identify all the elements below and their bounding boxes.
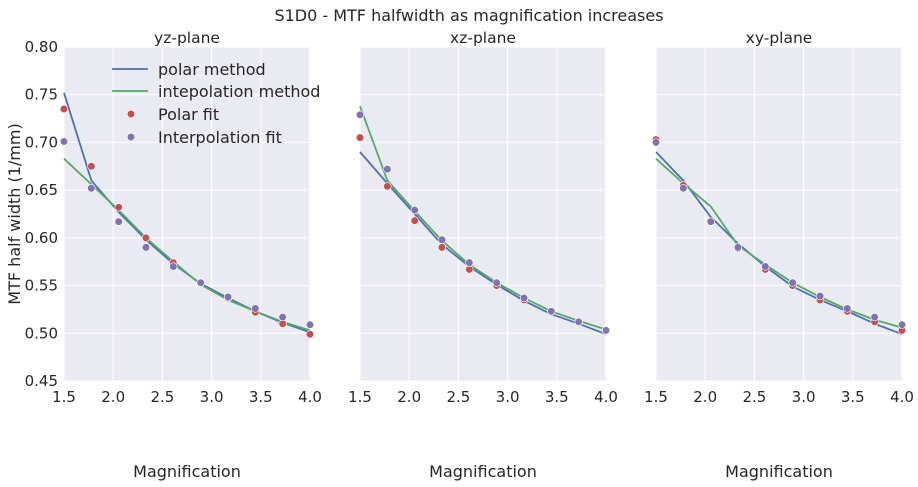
data-point-interpolation-fit xyxy=(788,278,797,287)
data-point-interpolation-fit xyxy=(843,304,852,313)
series-line-interpolation-method xyxy=(359,105,607,331)
series-line-interpolation-method xyxy=(655,158,903,329)
series-line-polar-method xyxy=(359,151,607,336)
data-point-interpolation-fit xyxy=(733,243,743,252)
series-line-interpolation-method xyxy=(63,158,311,332)
data-point-interpolation-fit xyxy=(223,292,233,302)
data-point-interpolation-fit xyxy=(574,317,583,326)
data-point-interpolation-fit xyxy=(492,278,501,287)
figure-title: S1D0 - MTF halfwidth as magnification in… xyxy=(274,6,663,25)
x-tick-label: 3.5 xyxy=(545,388,569,406)
data-point-interpolation-fit xyxy=(761,262,770,271)
panel-title: yz-plane xyxy=(154,29,220,47)
plot-area xyxy=(360,47,606,381)
data-point-polar-fit xyxy=(141,233,151,242)
y-tick-label: 0.50 xyxy=(25,324,58,342)
data-point-polar-fit xyxy=(87,162,96,171)
legend-label-interpolation-fit: Interpolation fit xyxy=(158,128,282,147)
data-point-interpolation-fit xyxy=(355,110,365,119)
data-point-interpolation-fit xyxy=(465,258,474,267)
chart-panel-1: 1.5 2.0 2.5 3.0 3.5 4.0 0.45 0.50 0.55 0.60 0.65 0.… xyxy=(5,29,322,481)
x-tick-label: 2.0 xyxy=(397,388,421,406)
y-tick-label: 0.65 xyxy=(25,181,58,199)
data-point-polar-fit xyxy=(305,330,315,339)
legend-label-polar-method: polar method xyxy=(158,60,266,79)
legend-swatch-interpolation-fit xyxy=(126,132,136,142)
x-tick-label: 3.0 xyxy=(200,388,224,406)
data-point-polar-fit xyxy=(410,216,419,225)
x-tick-label: 4.0 xyxy=(890,388,914,406)
data-point-interpolation-fit xyxy=(679,184,688,193)
data-point-interpolation-fit xyxy=(196,278,205,287)
x-tick-label: 2.5 xyxy=(446,388,470,406)
x-tick-label: 4.0 xyxy=(298,388,322,406)
legend: polar method intepolation method Polar fit… xyxy=(112,60,320,147)
y-axis-label: MTF half width (1/mm) xyxy=(5,123,24,304)
x-tick-label: 1.5 xyxy=(52,388,76,406)
x-axis-label: Magnification xyxy=(133,462,241,481)
x-tick-label: 3.0 xyxy=(496,388,520,406)
data-point-polar-fit xyxy=(437,243,447,252)
panel-title: xy-plane xyxy=(746,29,813,47)
y-tick-label: 0.55 xyxy=(25,277,58,295)
data-point-polar-fit xyxy=(114,203,123,212)
data-point-polar-fit xyxy=(59,104,69,114)
data-point-interpolation-fit xyxy=(601,326,611,335)
x-axis-label: Magnification xyxy=(429,462,537,481)
data-point-interpolation-fit xyxy=(651,138,661,147)
x-tick-label: 2.0 xyxy=(101,388,125,406)
panel-title: xz-plane xyxy=(450,29,516,47)
legend-label-polar-fit: Polar fit xyxy=(158,105,219,124)
data-point-interpolation-fit xyxy=(870,312,879,322)
data-point-interpolation-fit xyxy=(141,243,151,252)
x-tick-label: 3.5 xyxy=(249,388,273,406)
data-point-interpolation-fit xyxy=(410,206,419,215)
data-point-interpolation-fit xyxy=(383,165,392,174)
data-point-interpolation-fit xyxy=(547,307,556,316)
y-tick-label: 0.70 xyxy=(25,133,58,151)
data-point-interpolation-fit xyxy=(278,312,287,322)
x-tick-label: 1.5 xyxy=(644,388,668,406)
x-tick-label: 2.0 xyxy=(693,388,717,406)
data-point-polar-fit xyxy=(355,133,365,142)
data-point-polar-fit xyxy=(383,182,392,191)
data-point-interpolation-fit xyxy=(519,293,529,303)
x-tick-label: 2.5 xyxy=(742,388,766,406)
x-tick-label: 4.0 xyxy=(594,388,618,406)
y-tick-label: 0.80 xyxy=(25,38,58,56)
x-tick-label: 3.0 xyxy=(792,388,816,406)
data-point-interpolation-fit xyxy=(169,262,178,271)
plot-area xyxy=(64,47,310,381)
data-point-interpolation-fit xyxy=(59,137,69,146)
data-point-interpolation-fit xyxy=(87,184,96,193)
data-point-interpolation-fit xyxy=(706,217,715,226)
y-tick-label: 0.75 xyxy=(25,86,58,104)
chart-panel-3: 1.5 2.0 2.5 3.0 3.5 4.0 xy-plane Magnification xyxy=(644,29,914,481)
plot-area xyxy=(656,47,902,381)
x-tick-label: 1.5 xyxy=(348,388,372,406)
x-tick-label: 3.5 xyxy=(841,388,865,406)
y-tick-label: 0.60 xyxy=(25,229,58,247)
data-point-interpolation-fit xyxy=(251,304,260,313)
data-point-interpolation-fit xyxy=(815,291,825,301)
data-point-interpolation-fit xyxy=(114,217,123,226)
data-point-interpolation-fit xyxy=(305,320,315,329)
data-point-interpolation-fit xyxy=(437,235,447,244)
chart-panel-2: 1.5 2.0 2.5 3.0 3.5 4.0 xz-plane Magnification xyxy=(348,29,618,481)
x-axis-label: Magnification xyxy=(725,462,833,481)
x-tick-label: 2.5 xyxy=(150,388,174,406)
legend-swatch-polar-fit xyxy=(126,109,136,119)
legend-label-interpolation-method: intepolation method xyxy=(158,82,320,101)
series-line-polar-method xyxy=(655,151,903,336)
data-point-interpolation-fit xyxy=(897,320,907,329)
y-tick-label: 0.45 xyxy=(25,372,58,390)
panels: 1.5 2.0 2.5 3.0 3.5 4.0 0.45 0.50 0.55 0.60 0.65 0.… xyxy=(5,29,914,481)
